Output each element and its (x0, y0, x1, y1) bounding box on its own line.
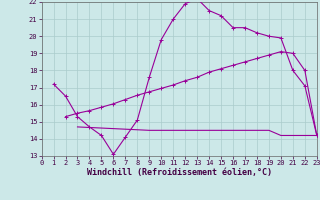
X-axis label: Windchill (Refroidissement éolien,°C): Windchill (Refroidissement éolien,°C) (87, 168, 272, 177)
